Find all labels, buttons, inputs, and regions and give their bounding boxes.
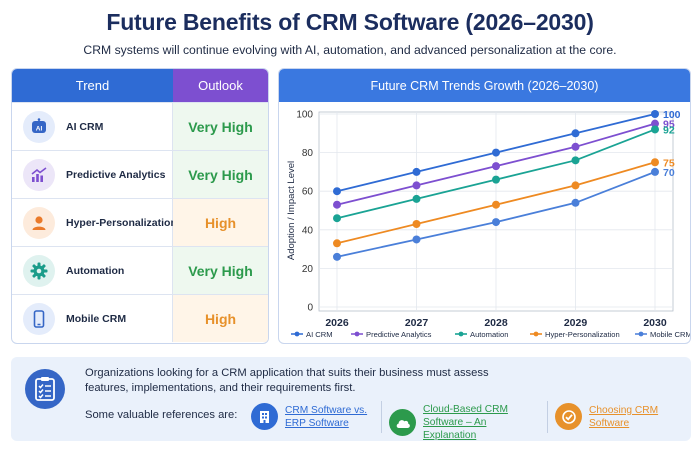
- x-tick-label: 2029: [564, 317, 588, 329]
- data-point: [333, 252, 341, 261]
- data-point: [492, 200, 500, 209]
- trend-outlook: High: [173, 199, 268, 246]
- data-point: [492, 175, 500, 184]
- table-row: Mobile CRM High: [12, 294, 268, 342]
- trend-name: AI CRM: [66, 120, 104, 133]
- page-subtitle: CRM systems will continue evolving with …: [83, 43, 617, 57]
- legend-marker: [458, 331, 464, 337]
- end-value-label: 92: [663, 124, 675, 136]
- data-point: [571, 129, 580, 138]
- data-point: [412, 167, 421, 176]
- divider: [381, 401, 382, 433]
- data-point: [571, 156, 580, 165]
- chart-panel: Future CRM Trends Growth (2026–2030) 0 20…: [278, 68, 691, 344]
- data-point: [651, 125, 659, 134]
- legend-label: AI CRM: [306, 330, 333, 339]
- reference-link-text[interactable]: Choosing CRM Software: [589, 404, 659, 429]
- gear-icon: [23, 254, 55, 287]
- svg-text:AI: AI: [36, 125, 43, 132]
- trend-outlook: High: [173, 295, 268, 342]
- legend-marker: [354, 331, 360, 337]
- trend-name: Predictive Analytics: [66, 168, 166, 181]
- reference-link-choosing-crm[interactable]: Choosing CRM Software: [555, 403, 685, 430]
- trend-outlook: Very High: [173, 103, 268, 150]
- data-point: [571, 181, 580, 190]
- data-point: [412, 220, 421, 229]
- legend-marker: [533, 331, 539, 337]
- data-point: [651, 158, 659, 167]
- y-tick-label: 100: [296, 110, 313, 121]
- trend-name: Automation: [66, 264, 125, 277]
- table-row: Automation Very High: [12, 246, 268, 294]
- end-value-label: 100: [663, 109, 681, 121]
- divider: [547, 401, 548, 433]
- x-tick-label: 2027: [405, 317, 429, 329]
- data-point: [651, 119, 659, 128]
- y-tick-label: 0: [307, 303, 313, 314]
- end-value-label: 95: [663, 119, 675, 131]
- trends-table-header: Trend Outlook: [12, 69, 268, 102]
- user-icon: [23, 206, 55, 239]
- reference-link-text[interactable]: Cloud-Based CRM Software – An Explanatio…: [423, 404, 508, 441]
- references-panel: Organizations looking for a CRM applicat…: [11, 357, 691, 441]
- data-point: [333, 200, 341, 209]
- reference-link-cloud-crm[interactable]: Cloud-Based CRM Software – An Explanatio…: [389, 403, 539, 442]
- column-header-trend: Trend: [12, 69, 173, 102]
- trend-name: Mobile CRM: [66, 312, 127, 325]
- trend-outlook: Very High: [173, 247, 268, 294]
- ai-chip-icon: AI: [23, 110, 55, 143]
- trends-table: Trend Outlook AI AI CRM Very High Predic…: [11, 68, 269, 344]
- checkmark-icon: [555, 403, 582, 430]
- reference-link-crm-vs-erp[interactable]: CRM Software vs. ERP Software: [251, 403, 375, 430]
- y-tick-label: 80: [302, 148, 314, 159]
- legend-marker: [294, 331, 300, 337]
- data-point: [492, 162, 500, 171]
- y-tick-label: 60: [302, 187, 314, 198]
- references-label: Some valuable references are:: [85, 409, 238, 421]
- data-point: [651, 167, 659, 176]
- x-tick-label: 2030: [643, 317, 667, 329]
- end-value-label: 70: [663, 167, 675, 179]
- cloud-icon: [389, 409, 416, 436]
- trend-outlook: Very High: [173, 151, 268, 198]
- data-point: [651, 110, 659, 118]
- line-chart: 0 20 40 60 80 100 2026 2027 2028 2029 2030 Adoption…: [286, 109, 691, 339]
- end-value-label: 75: [663, 157, 675, 169]
- building-icon: [251, 403, 278, 430]
- legend-label: Predictive Analytics: [366, 330, 432, 339]
- data-point: [492, 218, 500, 227]
- page-title: Future Benefits of CRM Software (2026–20…: [106, 9, 594, 35]
- x-tick-label: 2028: [484, 317, 508, 329]
- chart-title: Future CRM Trends Growth (2026–2030): [279, 69, 690, 102]
- data-point: [412, 235, 421, 244]
- legend-label: Mobile CRM: [650, 330, 691, 339]
- y-axis-label: Adoption / Impact Level: [286, 161, 297, 260]
- x-tick-label: 2026: [325, 317, 349, 329]
- data-point: [333, 239, 341, 248]
- data-point: [492, 148, 500, 157]
- table-row: AI AI CRM Very High: [12, 102, 268, 150]
- legend-marker: [638, 331, 644, 337]
- column-header-outlook: Outlook: [173, 69, 268, 102]
- data-point: [571, 142, 580, 151]
- table-row: Hyper-Personalization High: [12, 198, 268, 246]
- clipboard-checklist-icon: [25, 369, 65, 409]
- footer-description: Organizations looking for a CRM applicat…: [85, 367, 489, 394]
- data-point: [333, 214, 341, 223]
- y-tick-label: 40: [302, 225, 314, 236]
- data-point: [412, 194, 421, 203]
- data-point: [571, 198, 580, 207]
- data-point: [333, 187, 341, 196]
- legend-label: Automation: [470, 330, 508, 339]
- data-point: [412, 181, 421, 190]
- trend-name: Hyper-Personalization: [66, 216, 177, 229]
- mobile-phone-icon: [23, 302, 55, 335]
- legend-label: Hyper-Personalization: [545, 330, 620, 339]
- table-row: Predictive Analytics Very High: [12, 150, 268, 198]
- reference-link-text[interactable]: CRM Software vs. ERP Software: [285, 404, 368, 429]
- y-tick-label: 20: [302, 264, 314, 275]
- trend-chart-icon: [23, 158, 55, 191]
